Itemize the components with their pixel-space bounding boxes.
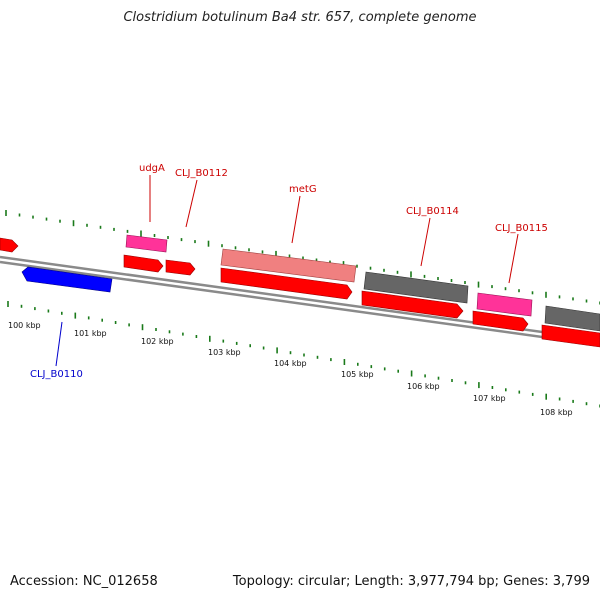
- cds-right-edge: [541, 324, 600, 348]
- kbp-label: 100 kbp: [8, 321, 41, 330]
- backbone-line-lower: [0, 260, 600, 347]
- cds-b0111: [123, 254, 164, 273]
- accession-text: Accession: NC_012658: [10, 574, 158, 589]
- gene-labels: udgA CLJ_B0112 metG CLJ_B0114 CLJ_B0115 …: [30, 163, 548, 380]
- cds-b0115: [472, 310, 529, 332]
- cds-b0114: [361, 290, 464, 319]
- gene-clj-b0114: [363, 271, 469, 304]
- kbp-label: 103 kbp: [208, 348, 241, 357]
- gene-label-clj-b0115: CLJ_B0115: [495, 223, 548, 234]
- kbp-label: 105 kbp: [341, 370, 374, 379]
- cds-b0113: [220, 267, 353, 300]
- kbp-label: 102 kbp: [141, 337, 174, 346]
- gene-right-edge-grey: [544, 305, 600, 332]
- kbp-label: 108 kbp: [540, 408, 573, 417]
- kbp-label: 107 kbp: [473, 394, 506, 403]
- feature-track: [0, 234, 600, 348]
- kbp-label: 104 kbp: [274, 359, 307, 368]
- gene-clj-b0115: [476, 292, 533, 317]
- map-title: Clostridium botulinum Ba4 str. 657, comp…: [123, 10, 477, 25]
- cds-b0112: [165, 259, 196, 276]
- gene-udga: [125, 234, 168, 253]
- gene-label-udga: udgA: [139, 163, 165, 174]
- kbp-labels: 100 kbp 101 kbp 102 kbp 103 kbp 104 kbp …: [8, 321, 573, 417]
- kbp-label: 101 kbp: [74, 329, 107, 338]
- gene-label-clj-b0114: CLJ_B0114: [406, 206, 459, 217]
- genome-summary-text: Topology: circular; Length: 3,977,794 bp…: [232, 574, 590, 589]
- gene-label-clj-b0112: CLJ_B0112: [175, 168, 228, 179]
- inner-tick-ring: [7, 301, 600, 408]
- gene-metg: [220, 248, 357, 283]
- cds-clj-b0110: [21, 266, 113, 293]
- gene-label-clj-b0110: CLJ_B0110: [30, 369, 83, 380]
- gene-label-metg: metG: [289, 184, 317, 195]
- cds-left-edge: [0, 237, 19, 253]
- kbp-label: 106 kbp: [407, 382, 440, 391]
